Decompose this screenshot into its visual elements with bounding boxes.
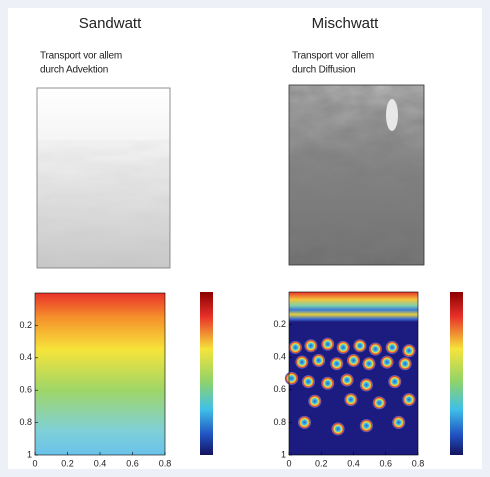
caption-line: durch Advektion — [40, 65, 108, 76]
colorbar — [200, 292, 213, 455]
blob — [368, 342, 382, 356]
y-tick-label: 0.2 — [273, 319, 286, 329]
photo-sandwatt — [37, 88, 170, 268]
blob — [336, 340, 350, 354]
blob — [297, 415, 311, 429]
blob — [330, 357, 344, 371]
x-tick-label: 0.4 — [347, 458, 360, 468]
blob — [321, 337, 335, 351]
x-tick-label: 0.4 — [94, 458, 107, 468]
y-tick-label: 0.2 — [19, 320, 32, 330]
blob — [288, 340, 302, 354]
blob — [347, 353, 361, 367]
x-tick-label: 0.2 — [315, 458, 328, 468]
blob — [308, 394, 322, 408]
y-tick-label: 1 — [27, 449, 32, 459]
caption-line: durch Diffusion — [292, 65, 356, 76]
figure: Sandwatt Transport vor allem durch Advekti… — [0, 0, 490, 477]
blob — [312, 353, 326, 367]
blob — [388, 375, 402, 389]
blob — [344, 393, 358, 407]
blob — [359, 419, 373, 433]
y-tick-label: 1 — [281, 449, 286, 459]
blob — [380, 355, 394, 369]
x-tick-label: 0.8 — [159, 458, 172, 468]
blob — [402, 393, 416, 407]
blob — [392, 415, 406, 429]
heatmap-mischwatt — [285, 292, 418, 455]
x-tick-label: 0.2 — [61, 458, 74, 468]
y-tick-label: 0.8 — [19, 417, 32, 427]
blob — [301, 375, 315, 389]
blob — [398, 357, 412, 371]
y-tick-label: 0.4 — [273, 352, 286, 362]
blob — [353, 339, 367, 353]
blob — [385, 340, 399, 354]
y-tick-label: 0.4 — [19, 352, 32, 362]
blob — [372, 396, 386, 410]
y-tick-label: 0.8 — [273, 417, 286, 427]
blob — [331, 422, 345, 436]
y-tick-label: 0.6 — [273, 384, 286, 394]
y-tick-label: 0.6 — [19, 385, 32, 395]
blob — [340, 373, 354, 387]
panel-title: Sandwatt — [79, 15, 142, 32]
blob — [321, 376, 335, 390]
blob — [285, 371, 299, 385]
blob — [402, 344, 416, 358]
blob — [359, 378, 373, 392]
photo-mischwatt — [289, 85, 424, 265]
blob — [362, 357, 376, 371]
panel-title: Mischwatt — [312, 15, 380, 32]
colorbar — [450, 292, 463, 455]
x-tick-label: 0.6 — [126, 458, 139, 468]
x-tick-label: 0.6 — [379, 458, 392, 468]
x-tick-label: 0 — [286, 458, 291, 468]
blob — [295, 355, 309, 369]
x-tick-label: 0 — [32, 458, 37, 468]
blob — [304, 339, 318, 353]
caption-line: Transport vor allem — [40, 51, 122, 62]
heatmap-sandwatt — [35, 293, 165, 455]
caption-line: Transport vor allem — [292, 51, 374, 62]
x-tick-label: 0.8 — [412, 458, 425, 468]
